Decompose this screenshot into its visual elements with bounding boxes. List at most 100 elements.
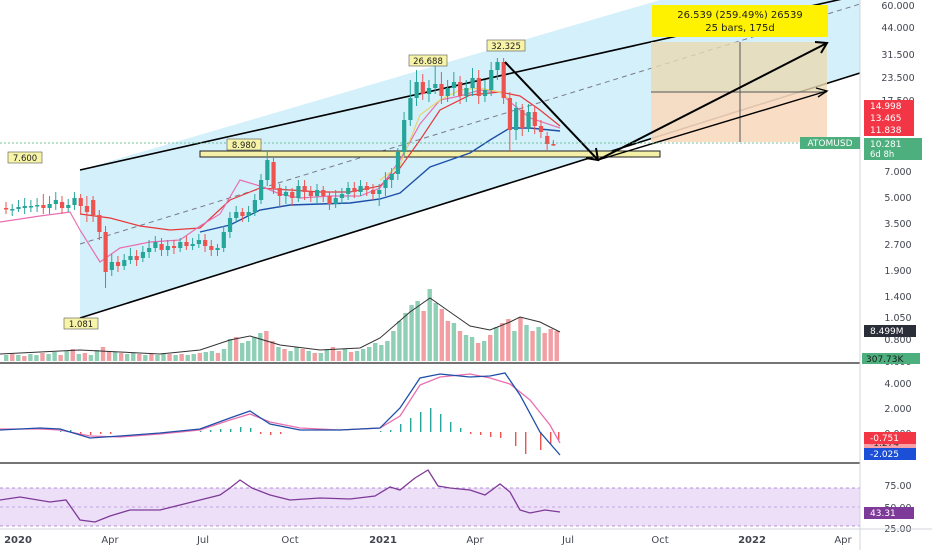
candle xyxy=(315,184,320,204)
rsi-pane[interactable] xyxy=(0,469,860,527)
svg-text:25 bars, 175d: 25 bars, 175d xyxy=(705,23,775,34)
macd-hist-bar xyxy=(110,432,112,434)
candle xyxy=(433,62,438,94)
volume-bar xyxy=(161,353,166,361)
price-tick-label: 44.000 xyxy=(881,23,914,34)
macd-hist-bar xyxy=(460,428,462,432)
candle xyxy=(227,212,233,238)
macd-hist-bar xyxy=(558,432,560,440)
volume-bar xyxy=(173,355,178,361)
volume-bar xyxy=(457,331,463,361)
volume-bar xyxy=(76,354,81,361)
volume-bar xyxy=(246,341,251,361)
volume-bar xyxy=(463,335,469,361)
macd-hist-bar xyxy=(60,431,62,432)
volume-bar xyxy=(288,351,293,361)
volume-bar xyxy=(239,343,245,361)
arrow-target-lower[interactable] xyxy=(597,90,828,161)
volume-bar xyxy=(137,354,142,361)
candle xyxy=(140,246,146,262)
macd-hist-bar xyxy=(400,424,402,432)
candle xyxy=(240,208,245,222)
price-pane[interactable]: 7.600 1.081 8.980 26.688 32.325 26.539 (… xyxy=(0,0,861,361)
volume-bar xyxy=(215,353,221,361)
volume-bar xyxy=(106,351,112,361)
time-tick-label: 2020 xyxy=(4,535,32,546)
volume-bar xyxy=(318,353,323,361)
volume-bar xyxy=(167,354,172,361)
volume-series[interactable] xyxy=(4,289,559,361)
volume-bar xyxy=(475,343,481,361)
svg-text:7.600: 7.600 xyxy=(13,154,37,164)
volume-bar xyxy=(52,352,57,361)
projection-info-label[interactable]: 26.539 (259.49%) 26539 25 bars, 175d xyxy=(652,5,828,37)
volume-bar xyxy=(70,349,75,361)
candle xyxy=(489,62,494,96)
candle xyxy=(78,194,83,214)
ma-long-blue xyxy=(199,127,561,233)
label-high-may: 32.325 xyxy=(486,39,526,52)
macd-hist-bar xyxy=(540,432,542,450)
candle xyxy=(476,70,481,104)
macd-pane[interactable] xyxy=(0,372,561,456)
time-tick-label: 2022 xyxy=(738,535,766,546)
candle xyxy=(153,236,158,252)
svg-text:6d 8h: 6d 8h xyxy=(870,150,894,160)
macd-hist-bar xyxy=(70,430,72,432)
candle xyxy=(122,254,127,270)
candlestick-series[interactable] xyxy=(4,58,556,288)
svg-text:-2.025: -2.025 xyxy=(870,450,899,460)
volume-bar xyxy=(10,354,15,361)
ma-yellow xyxy=(379,87,511,181)
candle xyxy=(16,200,21,212)
candle xyxy=(370,184,376,200)
svg-text:307.73K: 307.73K xyxy=(866,355,904,365)
volume-bar xyxy=(16,355,21,361)
price-tick-label: 31.500 xyxy=(881,50,914,61)
price-scale[interactable]: 60.00044.00031.50023.50017.5007.0005.000… xyxy=(859,0,932,550)
candle xyxy=(445,80,450,102)
candle xyxy=(10,204,15,216)
rsi-tick-label: 75.00 xyxy=(884,481,911,492)
time-tick-label: Apr xyxy=(466,535,484,546)
price-tick-label: 1.900 xyxy=(884,266,911,277)
svg-text:ATOMUSD: ATOMUSD xyxy=(807,139,852,149)
svg-text:-0.751: -0.751 xyxy=(870,434,899,444)
price-tick-label: 60.000 xyxy=(881,1,914,12)
arrow-target-upper[interactable] xyxy=(597,42,828,161)
symbol-label[interactable]: ATOMUSD xyxy=(800,137,860,149)
macd-hist-bar xyxy=(220,429,222,432)
macd-hist-bar xyxy=(525,432,527,454)
volume-bar xyxy=(354,351,360,361)
candle xyxy=(209,240,214,256)
support-zone[interactable] xyxy=(199,150,661,158)
svg-text:13.465: 13.465 xyxy=(870,114,902,124)
time-axis[interactable]: 2020 Apr Jul Oct 2021 Apr Jul Oct 2022 Apr xyxy=(0,528,932,546)
macd-hist-bar xyxy=(470,432,472,434)
candle xyxy=(414,70,419,106)
volume-bar xyxy=(221,349,227,361)
arrow-down-projection[interactable] xyxy=(504,61,599,161)
candle xyxy=(53,192,58,210)
time-tick-label: Apr xyxy=(834,535,852,546)
volume-bar xyxy=(342,349,348,361)
volume-bar xyxy=(209,351,215,361)
volume-bar xyxy=(524,325,529,361)
label-low-2020: 1.081 xyxy=(63,317,99,330)
time-tick-label: 2021 xyxy=(369,535,397,546)
volume-bar xyxy=(22,356,27,361)
volume-bar xyxy=(451,323,457,361)
badge-volume-ma: 307.73K xyxy=(862,353,920,365)
badge-macd-line: -2.025 xyxy=(864,448,916,460)
volume-bar xyxy=(276,347,281,361)
time-tick-label: Oct xyxy=(651,535,668,546)
macd-hist-bar xyxy=(230,429,232,432)
candle xyxy=(327,192,332,210)
volume-bar xyxy=(131,353,136,361)
candle xyxy=(234,206,239,222)
volume-bar xyxy=(536,327,541,361)
macd-hist-bar xyxy=(270,432,272,435)
candle xyxy=(377,184,382,206)
